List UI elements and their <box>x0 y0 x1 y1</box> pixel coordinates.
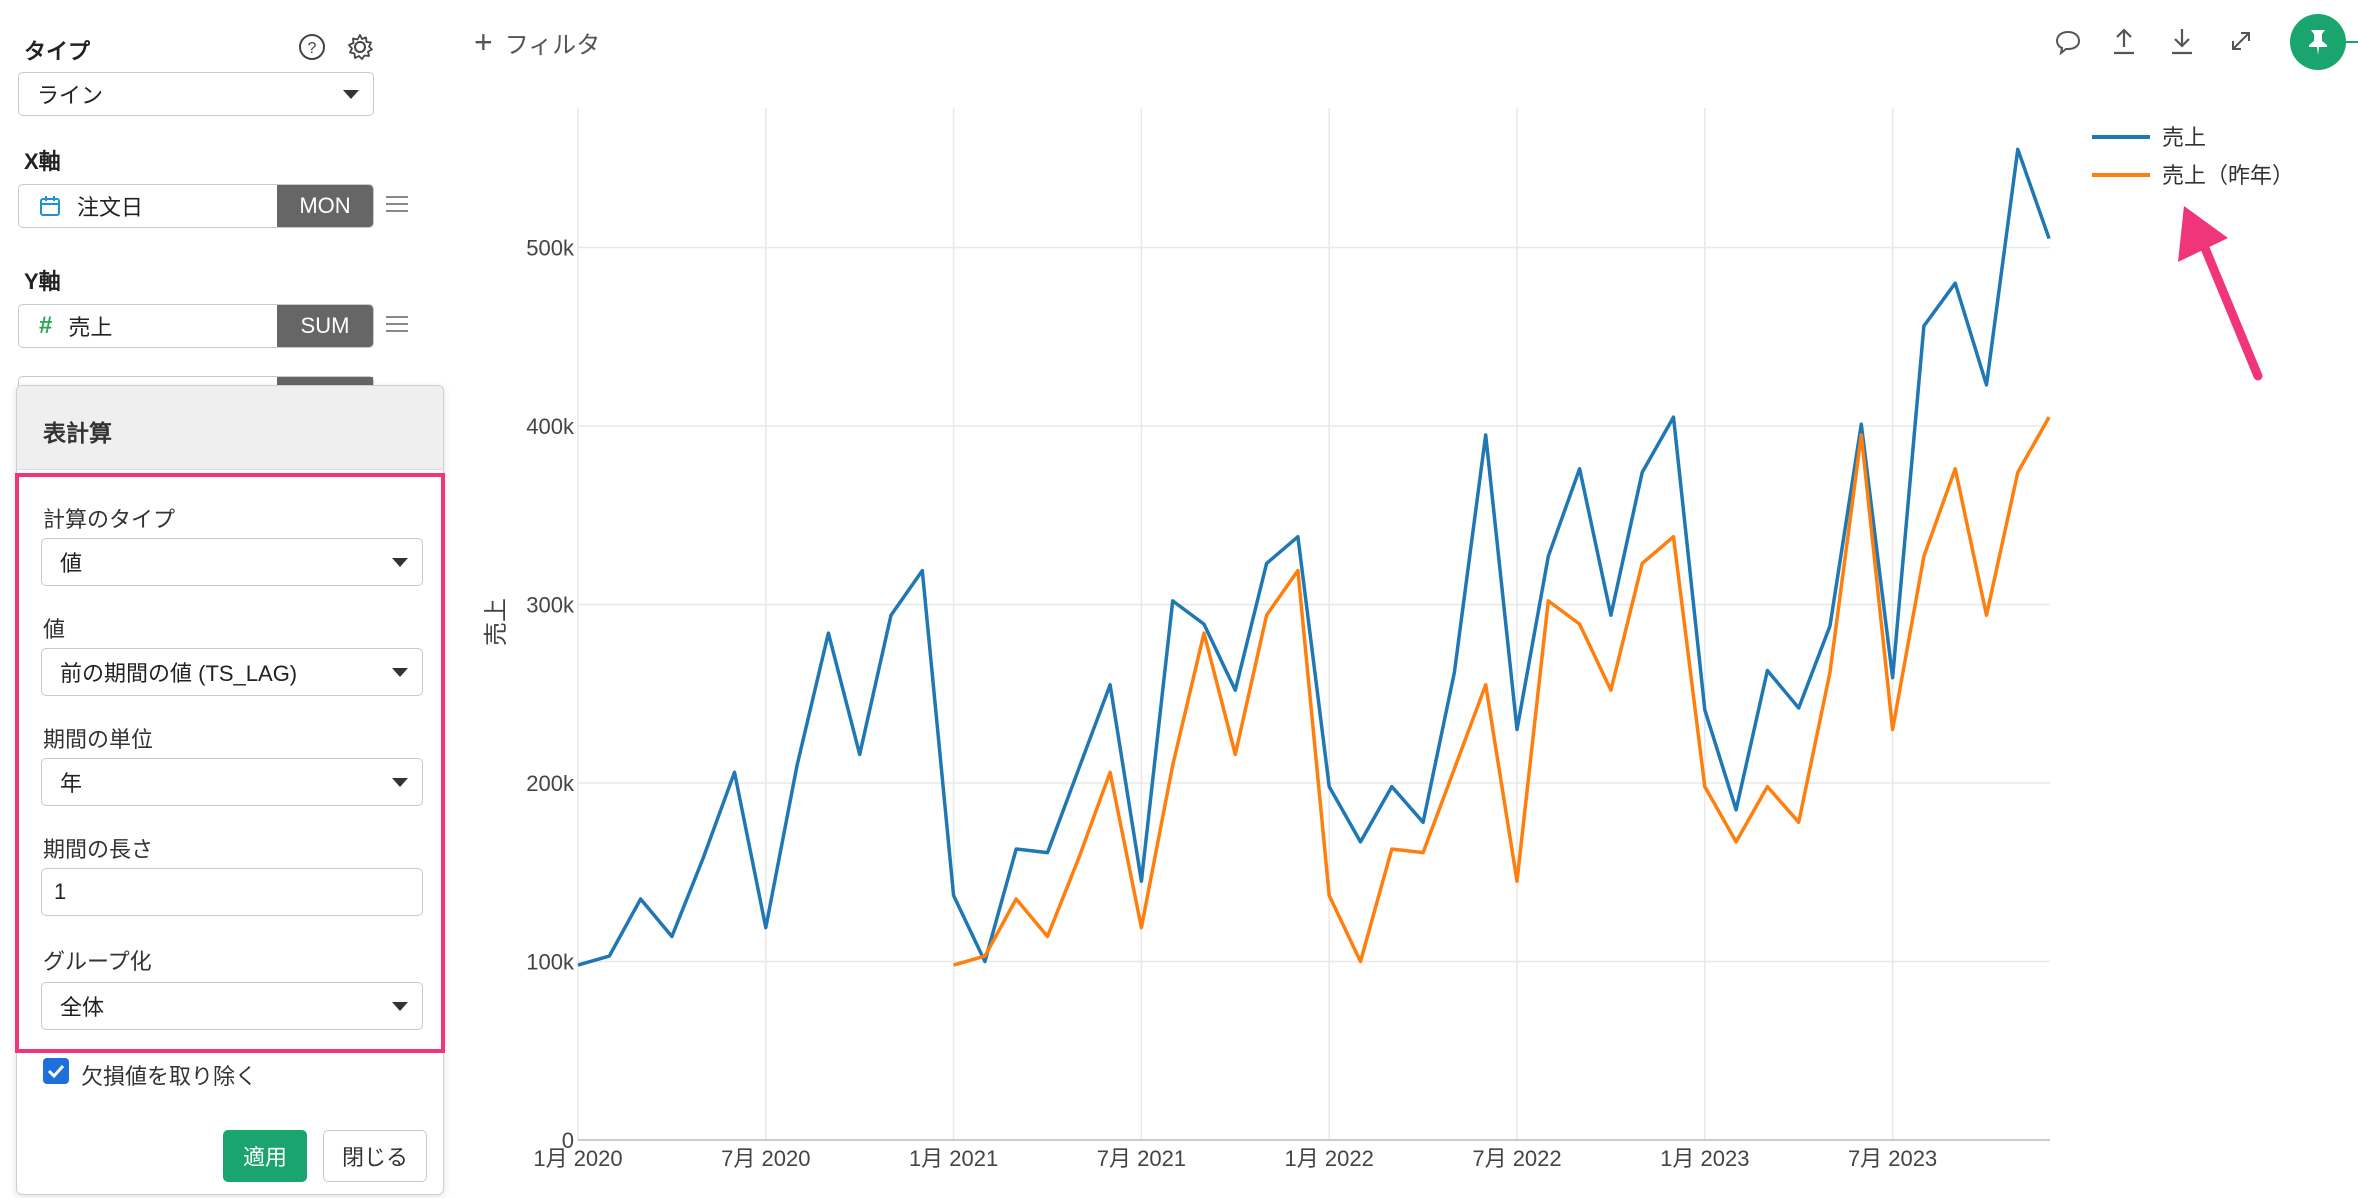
remove-missing-checkbox[interactable] <box>43 1058 69 1084</box>
y-tick-label: 100k <box>526 950 575 975</box>
x-tick-label: 7月 2021 <box>1097 1146 1186 1171</box>
y-axis-title: 売上 <box>483 598 510 646</box>
add-filter-button[interactable]: + フィルタ <box>474 22 600 62</box>
chevron-down-icon <box>343 90 359 99</box>
filter-label: フィルタ <box>504 31 601 59</box>
table-calc-popover: 表計算 計算のタイプ 値 値 前の期間の値 (TS_LAG) 期間の単位 年 期… <box>15 385 445 1195</box>
period-length-label: 期間の長さ <box>43 837 154 862</box>
chevron-down-icon <box>392 778 408 787</box>
series-line-current <box>577 147 2051 967</box>
comment-icon[interactable] <box>2054 28 2082 56</box>
y-axis-menu-icon[interactable] <box>386 316 408 332</box>
chevron-down-icon <box>392 668 408 677</box>
pin-connector <box>2344 41 2358 43</box>
series-line-previous <box>953 416 2051 967</box>
value-label: 値 <box>43 617 66 642</box>
close-button[interactable]: 閉じる <box>323 1130 427 1182</box>
y-tick-label: 0 <box>562 1128 574 1153</box>
pin-button[interactable] <box>2290 14 2346 70</box>
x-tick-label: 1月 2020 <box>533 1146 622 1171</box>
period-unit-value: 年 <box>60 771 83 796</box>
y-axis-field[interactable]: # 売上 SUM <box>18 304 374 348</box>
chart-type-select[interactable]: ライン <box>18 72 374 116</box>
value-select[interactable]: 前の期間の値 (TS_LAG) <box>41 648 423 696</box>
grouping-select[interactable]: 全体 <box>41 982 423 1030</box>
help-icon[interactable]: ? <box>298 33 326 61</box>
popover-title: 表計算 <box>43 420 112 446</box>
pin-icon <box>2309 30 2327 55</box>
y-axis-label: Y軸 <box>24 269 61 294</box>
chart-type-value: ライン <box>37 83 104 108</box>
download-icon[interactable] <box>2168 26 2196 56</box>
svg-text:?: ? <box>308 40 317 57</box>
y-axis-field-name: 売上 <box>68 315 113 340</box>
calc-type-value: 値 <box>60 551 83 576</box>
annotation-arrow <box>2178 206 2263 381</box>
expand-icon[interactable] <box>2228 28 2254 54</box>
x-axis-menu-icon[interactable] <box>386 196 408 212</box>
legend-label: 売上 <box>2162 125 2206 150</box>
calc-type-label: 計算のタイプ <box>43 507 176 532</box>
popover-header: 表計算 <box>17 386 443 470</box>
x-tick-label: 1月 2022 <box>1285 1146 1374 1171</box>
x-tick-label: 1月 2023 <box>1660 1146 1749 1171</box>
y-tick-label: 500k <box>526 236 575 261</box>
apply-button[interactable]: 適用 <box>223 1130 307 1182</box>
y-tick-label: 200k <box>526 771 575 796</box>
remove-missing-label: 欠損値を取り除く <box>81 1064 258 1089</box>
x-tick-label: 7月 2020 <box>721 1146 810 1171</box>
x-axis-field[interactable]: 注文日 MON <box>18 184 374 228</box>
grouping-value: 全体 <box>60 995 105 1020</box>
x-axis-field-name: 注文日 <box>77 195 144 220</box>
type-label: タイプ <box>24 39 91 64</box>
y-tick-label: 300k <box>526 593 575 618</box>
x-axis-label: X軸 <box>24 149 61 174</box>
x-tick-label: 1月 2021 <box>909 1146 998 1171</box>
period-unit-select[interactable]: 年 <box>41 758 423 806</box>
period-unit-label: 期間の単位 <box>43 727 154 752</box>
y-tick-label: 400k <box>526 414 575 439</box>
value-select-value: 前の期間の値 (TS_LAG) <box>60 661 298 686</box>
check-icon <box>47 1064 65 1079</box>
x-axis-aggregation[interactable]: MON <box>277 185 373 227</box>
y-axis-aggregation[interactable]: SUM <box>277 305 373 347</box>
upload-icon[interactable] <box>2110 26 2138 56</box>
plus-icon: + <box>474 24 493 60</box>
chevron-down-icon <box>392 558 408 567</box>
gear-icon[interactable] <box>346 33 374 61</box>
calc-type-select[interactable]: 値 <box>41 538 423 586</box>
highlight-box <box>15 473 445 1053</box>
x-tick-label: 7月 2023 <box>1848 1146 1937 1171</box>
period-length-input[interactable] <box>41 868 423 916</box>
calendar-icon <box>40 196 60 216</box>
x-tick-label: 7月 2022 <box>1472 1146 1561 1171</box>
chevron-down-icon <box>392 1002 408 1011</box>
number-icon: # <box>39 312 53 339</box>
grouping-label: グループ化 <box>43 949 152 974</box>
legend-label: 売上（昨年） <box>2162 163 2294 188</box>
config-panel: タイプ ? ライン X軸 注文日 MON Y軸 # 売上 SUM 表計算 <box>0 0 460 1198</box>
